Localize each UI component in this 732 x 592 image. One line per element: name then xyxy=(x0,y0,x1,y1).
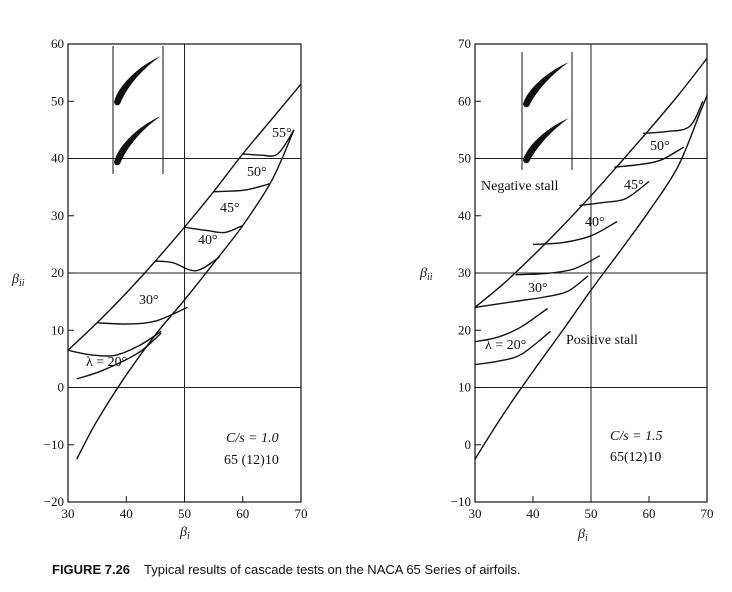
series-label: 50° xyxy=(650,139,670,154)
curve-lambda xyxy=(474,330,551,366)
curves: λ = 20° 30° 40° 45° 50° xyxy=(474,57,708,460)
curve-lambda xyxy=(474,307,548,343)
chart-left: 30 40 50 60 70 −20 −10 0 10 20 30 40 50 60 λ = 20° 30°… xyxy=(11,36,308,542)
caption-number: FIGURE 7.26 xyxy=(52,562,131,577)
curve-lambda xyxy=(643,100,704,134)
curve-low-branch xyxy=(76,332,162,380)
x-tick-label: 50 xyxy=(178,506,191,521)
y-tick-label: 60 xyxy=(458,93,471,108)
series-label: 40° xyxy=(198,233,218,248)
y-tick-label: 20 xyxy=(458,322,471,337)
annotation-negative-stall: Negative stall xyxy=(481,179,558,194)
y-tick-label: 60 xyxy=(51,36,64,51)
curve-lambda xyxy=(242,129,295,157)
x-tick-label: 70 xyxy=(701,506,714,521)
x-tick-label: 70 xyxy=(295,506,308,521)
note-cs: C/s = 1.0 xyxy=(226,431,279,446)
series-label: 40° xyxy=(585,215,605,230)
y-tick-label: 50 xyxy=(458,151,471,166)
y-tick-label: 30 xyxy=(51,208,64,223)
x-tick-label: 40 xyxy=(527,506,540,521)
gridlines xyxy=(475,44,707,502)
axis-ticks: 30 40 50 60 70 −20 −10 0 10 20 30 40 50 60 xyxy=(44,36,308,521)
caption-text: Typical results of cascade tests on the … xyxy=(144,562,521,577)
note-series: 65(12)10 xyxy=(610,450,661,465)
x-tick-label: 30 xyxy=(469,506,482,521)
series-label: λ = 20° xyxy=(86,355,127,370)
chart-right: 30 40 50 60 70 −10 0 10 20 30 40 50 60 70 λ = 20° 30° 4… xyxy=(419,36,714,544)
y-tick-label: 40 xyxy=(51,151,64,166)
curve-lambda xyxy=(97,306,188,325)
curve-lambda xyxy=(515,255,601,276)
airfoil-blade-icon xyxy=(114,116,161,166)
annotation-positive-stall: Positive stall xyxy=(566,333,638,348)
curve-lambda xyxy=(67,330,162,357)
x-tick-label: 60 xyxy=(236,506,249,521)
x-tick-label: 50 xyxy=(585,506,598,521)
axis-ticks: 30 40 50 60 70 −10 0 10 20 30 40 50 60 70 xyxy=(451,36,714,521)
y-tick-label: 0 xyxy=(58,380,65,395)
y-tick-label: 50 xyxy=(51,93,64,108)
curve-lambda xyxy=(532,220,618,246)
curve-lambda xyxy=(184,224,244,234)
series-label: 55° xyxy=(272,126,292,141)
series-label: λ = 20° xyxy=(485,338,526,353)
stall-boundary xyxy=(474,57,708,308)
gridlines xyxy=(68,44,301,502)
airfoil-sketch xyxy=(521,52,573,170)
x-tick-label: 60 xyxy=(643,506,656,521)
series-label: 45° xyxy=(624,178,644,193)
y-tick-label: 70 xyxy=(458,36,471,51)
y-tick-label: 30 xyxy=(458,265,471,280)
y-axis-label: βii xyxy=(11,272,25,289)
stall-boundary xyxy=(76,129,295,460)
series-label: 30° xyxy=(139,293,159,308)
y-tick-label: 0 xyxy=(465,437,472,452)
y-tick-label: 10 xyxy=(51,322,64,337)
y-tick-label: −20 xyxy=(44,494,64,509)
stall-boundary xyxy=(474,95,708,460)
series-label: 50° xyxy=(247,165,267,180)
note-series: 65 (12)10 xyxy=(224,453,279,468)
x-tick-label: 40 xyxy=(120,506,133,521)
curve-lambda xyxy=(579,180,650,207)
y-tick-label: 10 xyxy=(458,380,471,395)
curve-lambda xyxy=(213,183,271,193)
y-tick-label: −10 xyxy=(451,494,471,509)
airfoil-blade-icon xyxy=(523,62,569,108)
y-axis-label: βii xyxy=(419,266,433,283)
y-tick-label: 20 xyxy=(51,265,64,280)
series-label: 45° xyxy=(220,201,240,216)
series-label: 30° xyxy=(528,281,548,296)
curve-lambda xyxy=(155,256,220,272)
note-cs: C/s = 1.5 xyxy=(610,429,663,444)
y-tick-label: 40 xyxy=(458,208,471,223)
airfoil-blade-icon xyxy=(523,118,569,164)
y-tick-label: −10 xyxy=(44,437,64,452)
x-axis-label: βi xyxy=(577,527,588,544)
x-tick-label: 30 xyxy=(62,506,75,521)
curves: λ = 20° 30° 40° 45° 50° 55° xyxy=(67,83,302,460)
curve-lambda xyxy=(474,275,589,309)
curve-lambda xyxy=(614,146,685,168)
figure-caption: FIGURE 7.26 Typical results of cascade te… xyxy=(52,562,722,577)
airfoil-sketch xyxy=(112,46,164,174)
airfoil-blade-icon xyxy=(114,56,161,106)
x-axis-label: βi xyxy=(179,525,190,542)
